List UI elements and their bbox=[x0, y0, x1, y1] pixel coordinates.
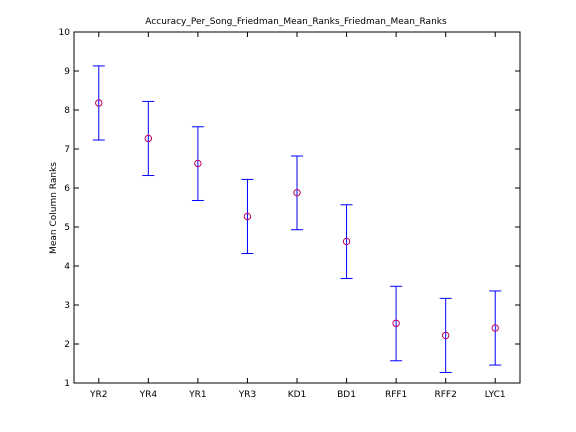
errorbar-lyc1 bbox=[489, 290, 502, 366]
x-tick-label: BD1 bbox=[337, 390, 356, 400]
x-tick-label: LYC1 bbox=[485, 390, 506, 400]
errorbar-rff2 bbox=[439, 297, 452, 373]
chart-title: Accuracy_Per_Song_Friedman_Mean_Ranks_Fr… bbox=[145, 17, 447, 27]
x-tick-label: YR2 bbox=[89, 390, 107, 400]
y-tick-label: 3 bbox=[64, 301, 70, 311]
errorbar-yr2 bbox=[92, 65, 105, 141]
x-tick-label: YR3 bbox=[238, 390, 256, 400]
errorbar-rff1 bbox=[390, 285, 403, 362]
y-tick-label: 4 bbox=[64, 262, 70, 272]
y-axis-label: Mean Column Ranks bbox=[49, 162, 59, 254]
x-tick-label: YR1 bbox=[188, 390, 206, 400]
mean-rank-point bbox=[293, 188, 301, 197]
mean-rank-point bbox=[144, 134, 153, 143]
y-tick-label: 1 bbox=[64, 379, 70, 389]
mean-rank-point bbox=[491, 324, 499, 332]
mean-rank-point bbox=[243, 212, 252, 221]
y-tick-label: 10 bbox=[59, 28, 71, 38]
mean-rank-point bbox=[95, 99, 103, 107]
mean-rank-point bbox=[342, 237, 351, 246]
x-tick-label: KD1 bbox=[288, 390, 307, 400]
x-tick-label: RFF1 bbox=[385, 390, 407, 400]
y-tick-label: 7 bbox=[64, 145, 70, 155]
errorbar-bd1 bbox=[340, 204, 353, 279]
errorbar-kd1 bbox=[291, 155, 303, 231]
x-tick-label: YR4 bbox=[139, 390, 158, 400]
errorbar-yr3 bbox=[241, 178, 254, 255]
y-tick-label: 9 bbox=[64, 67, 70, 77]
y-tick-label: 8 bbox=[64, 106, 70, 116]
y-tick-label: 2 bbox=[64, 340, 70, 350]
axis-ticks: 1 2 3 4 5 6 7 8 9 10 YR2 YR4 YR1 YR3 KD1 BD1 RFF1 RFF2 LYC… bbox=[59, 28, 520, 400]
mean-rank-point bbox=[392, 319, 400, 328]
mean-rank-point bbox=[441, 331, 450, 340]
y-tick-label: 5 bbox=[64, 223, 70, 233]
y-tick-label: 6 bbox=[64, 184, 70, 194]
errorbar-yr4 bbox=[142, 100, 155, 177]
errorbar-yr1 bbox=[191, 126, 204, 201]
mean-rank-point bbox=[194, 159, 202, 168]
x-tick-label: RFF2 bbox=[434, 390, 456, 400]
data-marks bbox=[92, 65, 502, 373]
